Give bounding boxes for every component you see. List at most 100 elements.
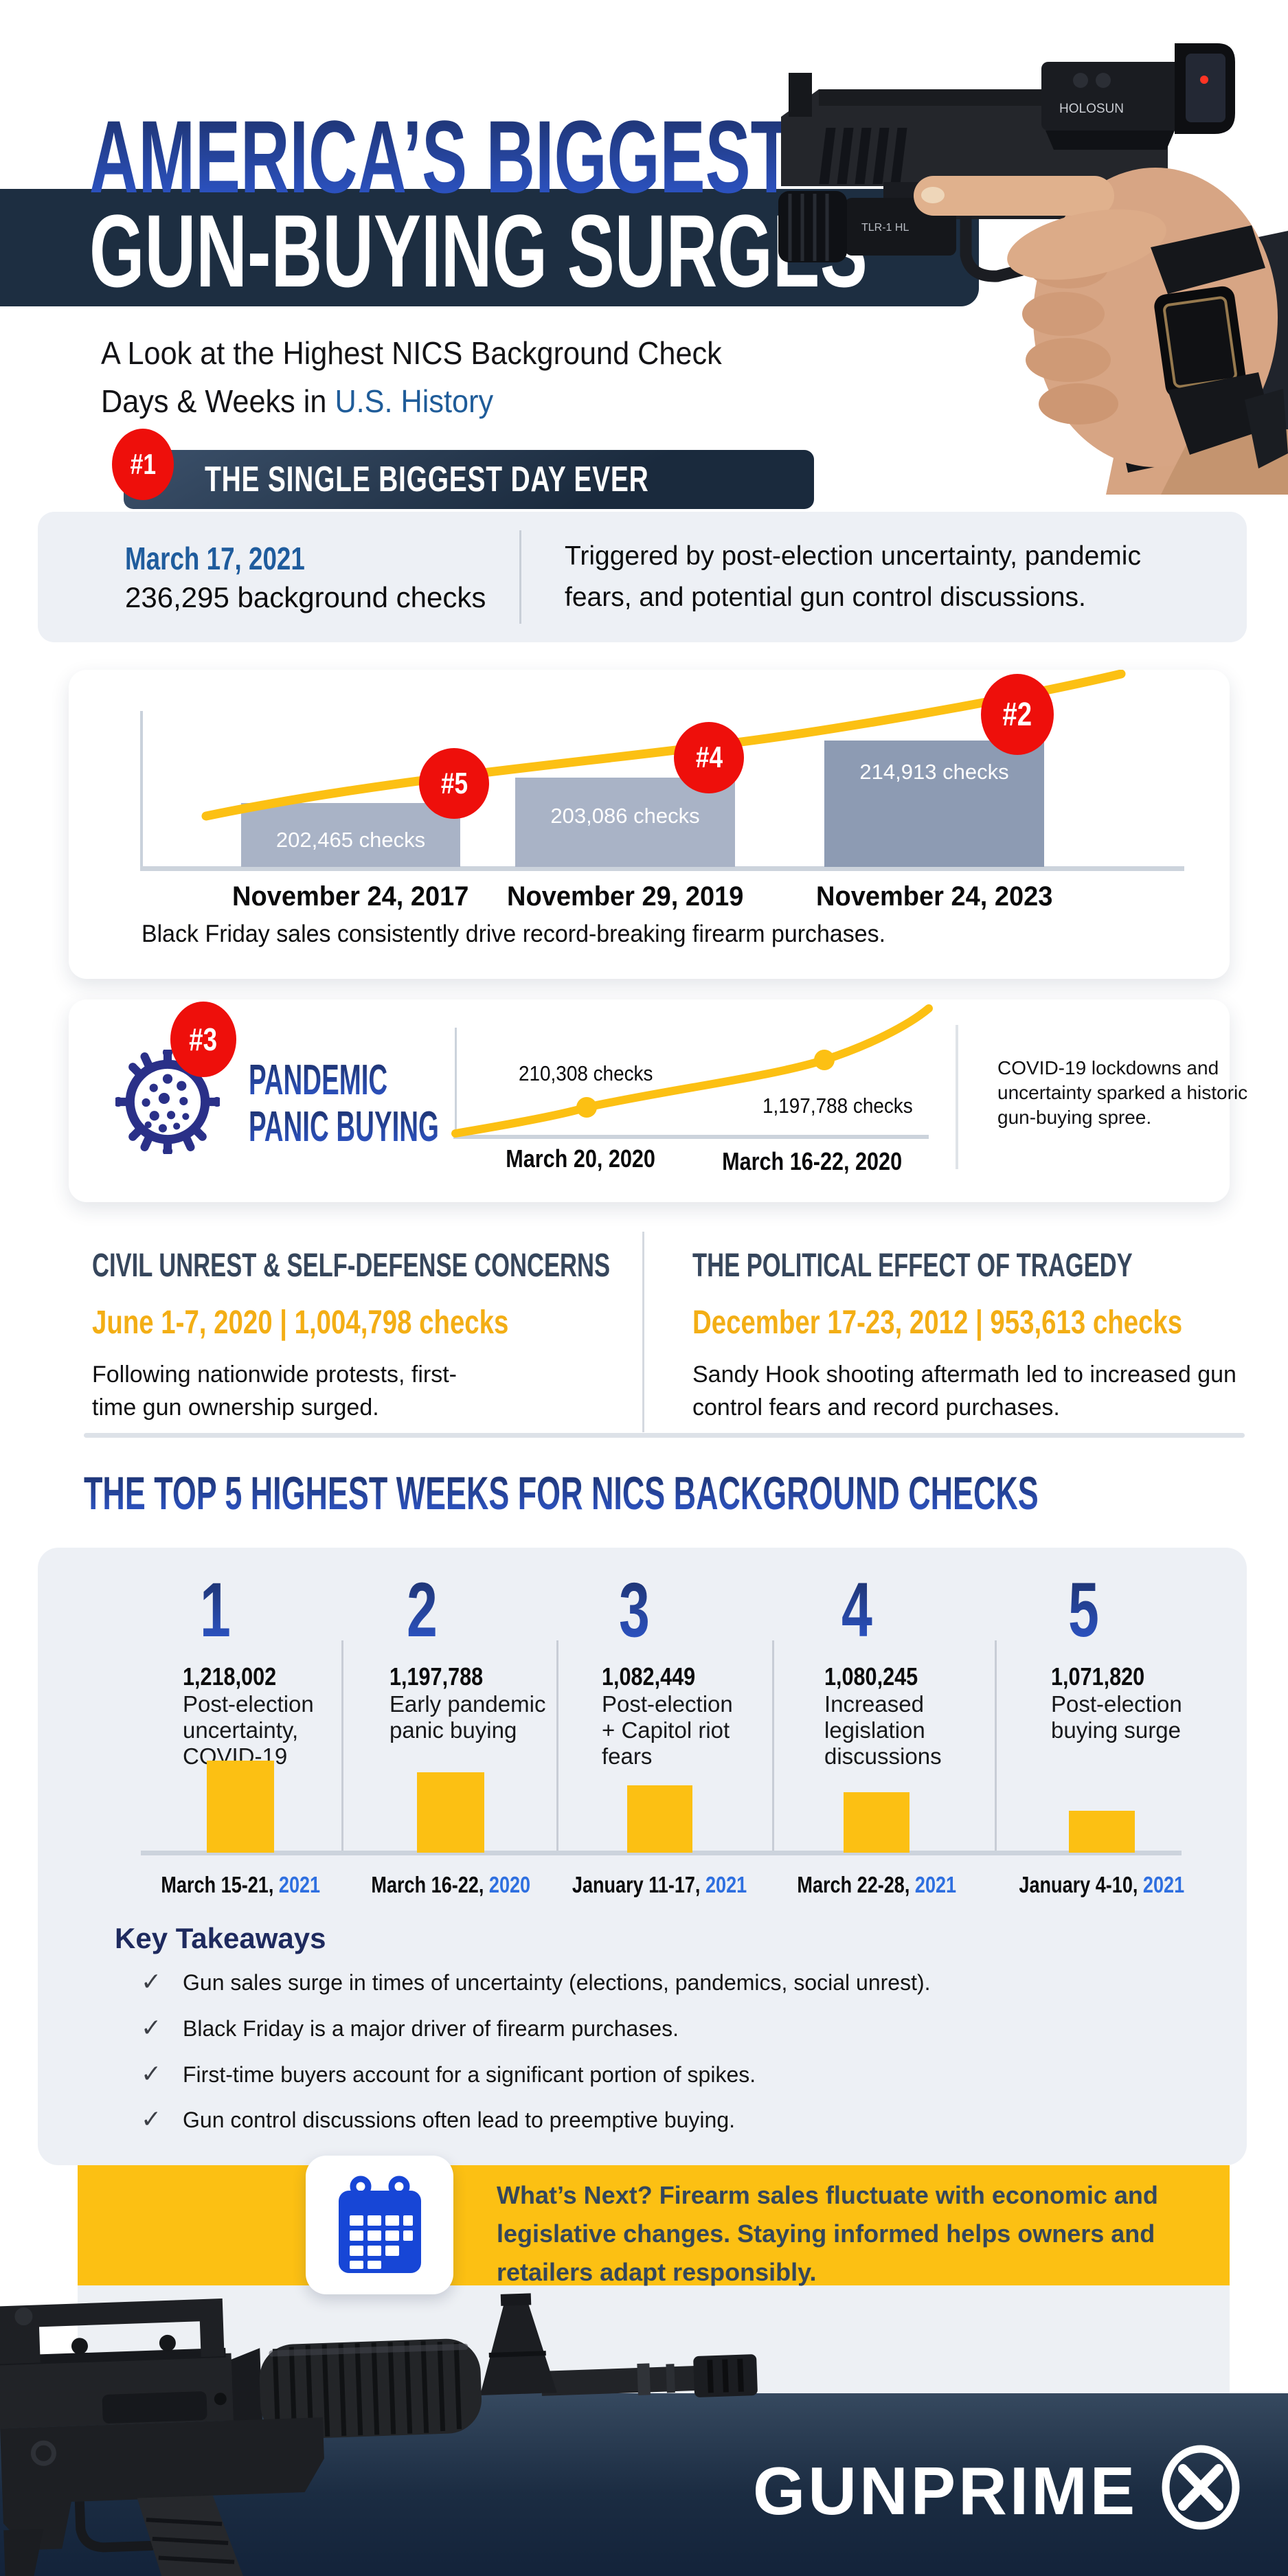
bf-date-2: November 29, 2019 (506, 881, 744, 912)
pandemic-title-line1: PANDEMIC (249, 1057, 388, 1104)
top5-bar-2 (417, 1772, 484, 1853)
data-point-2 (814, 1050, 835, 1070)
top5-bar-1 (207, 1761, 274, 1853)
bf-trend-line (201, 670, 1126, 821)
top5-rank-1: 1 (200, 1567, 231, 1653)
section1-description: Triggered by post-election uncertainty, … (565, 541, 1141, 612)
top5-col-divider-3 (772, 1640, 774, 1853)
top5-date-1: March 15-21, 2021 (161, 1872, 320, 1897)
rank3-badge: #3 (170, 1002, 236, 1077)
top5-rank-4: 4 (841, 1567, 872, 1653)
calendar-icon (338, 2176, 421, 2273)
top5-rank-2: 2 (407, 1567, 438, 1653)
pandemic-trend-line (451, 1004, 933, 1138)
rifle-photo (0, 2283, 769, 2576)
check-icon: ✓ (141, 2013, 162, 2042)
pandemic-title-line2: PANIC BUYING (249, 1103, 439, 1151)
calendar-card (306, 2156, 453, 2294)
pandemic-baseline (453, 1135, 929, 1139)
takeaway-item: Gun sales surge in times of uncertainty … (183, 1970, 931, 1995)
top5-bar-4 (844, 1792, 909, 1853)
top5-date-5: January 4-10, 2021 (1019, 1872, 1185, 1897)
pandemic-point2-label: 1,197,788 checks (762, 1094, 913, 1118)
top5-desc-2: Early pandemic panic buying (389, 1691, 546, 1743)
event-tragedy: THE POLITICAL EFFECT OF TRAGEDY December… (692, 1247, 1242, 1424)
rank4-badge: #4 (674, 722, 744, 793)
top5-rank-5: 5 (1068, 1567, 1099, 1653)
top5-bar-3 (627, 1785, 692, 1853)
pandemic-date-2: March 16-22, 2020 (722, 1147, 903, 1175)
top5-col-divider-1 (341, 1640, 343, 1853)
events-divider (642, 1232, 644, 1432)
bf-date-1: November 24, 2017 (231, 881, 469, 912)
light-brand-label: TLR-1 HL (861, 222, 909, 234)
top5-bar-5 (1069, 1811, 1135, 1853)
bf-bar-1: 202,465 checks (241, 803, 460, 867)
bf-caption: Black Friday sales consistently drive re… (142, 920, 886, 947)
event-2-stat: December 17-23, 2012 | 953,613 checks (692, 1304, 1183, 1341)
bf-bar-3: 214,913 checks (824, 741, 1044, 867)
top5-rank-3: 3 (619, 1567, 650, 1653)
top5-card (38, 1548, 1247, 2165)
subtitle-prefix: Days & Weeks in (101, 383, 335, 419)
whats-next-text: What’s Next? Firearm sales fluctuate wit… (497, 2181, 1158, 2286)
top5-title: THE TOP 5 HIGHEST WEEKS FOR NICS BACKGRO… (84, 1467, 1039, 1519)
section-divider-strip (84, 1433, 1245, 1438)
event-civil-unrest: CIVIL UNREST & SELF-DEFENSE CONCERNS Jun… (92, 1247, 628, 1424)
top5-value-5: 1,071,820 (1051, 1662, 1145, 1691)
top5-desc-5: Post-election buying surge (1051, 1691, 1182, 1743)
event-1-title: CIVIL UNREST & SELF-DEFENSE CONCERNS (92, 1247, 610, 1284)
top5-desc-4: Increased legislation discussions (824, 1691, 942, 1769)
optic-brand-label: HOLOSUN (1059, 102, 1124, 116)
top5-date-3: January 11-17, 2021 (572, 1872, 747, 1897)
event-2-title: THE POLITICAL EFFECT OF TRAGEDY (692, 1247, 1133, 1284)
rank1-badge: #1 (112, 429, 174, 500)
brand-mark-icon (1160, 2444, 1242, 2534)
bf-date-3: November 24, 2023 (815, 881, 1053, 912)
bf-bar-2-label: 203,086 checks (550, 804, 700, 828)
top5-value-1: 1,218,002 (183, 1662, 277, 1691)
check-icon: ✓ (141, 2059, 162, 2088)
pandemic-point1-label: 210,308 checks (519, 1061, 653, 1085)
top5-desc-3: Post-election + Capitol riot fears (602, 1691, 733, 1769)
top5-col-divider-4 (995, 1640, 997, 1853)
page-title-line1: AMERICA’S BIGGEST (89, 99, 793, 214)
data-point-1 (576, 1097, 597, 1118)
top5-value-3: 1,082,449 (602, 1662, 696, 1691)
bf-y-axis (140, 711, 143, 869)
pandemic-date-1: March 20, 2020 (506, 1144, 655, 1173)
pandemic-divider (956, 1025, 958, 1169)
section1-divider (519, 530, 521, 624)
event-1-stat: June 1-7, 2020 | 1,004,798 checks (92, 1304, 509, 1341)
brand-logo: GUNPRIME (753, 2453, 1138, 2529)
top5-baseline (141, 1851, 1182, 1855)
top5-value-4: 1,080,245 (824, 1662, 918, 1691)
virus-icon (113, 1047, 223, 1157)
top5-value-2: 1,197,788 (389, 1662, 484, 1691)
section1-date: March 17, 2021 (125, 541, 305, 576)
red-dot-optic: HOLOSUN (1041, 43, 1235, 150)
whats-next-band (78, 2165, 1230, 2285)
takeaway-item: Black Friday is a major driver of firear… (183, 2016, 679, 2041)
pandemic-y-axis (455, 1028, 457, 1138)
rank5-badge: #5 (419, 748, 489, 819)
takeaways-title: Key Takeaways (115, 1922, 326, 1954)
rank2-badge: #2 (981, 674, 1054, 755)
event-1-description: Following nationwide protests, first-tim… (92, 1362, 457, 1421)
page-subtitle-line1: A Look at the Highest NICS Background Ch… (101, 335, 722, 371)
front-sight (789, 73, 812, 117)
pistol-photo: HOLOSUN TLR-1 HL (721, 41, 1288, 495)
section1-card (38, 512, 1247, 642)
section1-title: THE SINGLE BIGGEST DAY EVER (205, 460, 649, 499)
bf-baseline (140, 866, 1184, 871)
top5-desc-1: Post-election uncertainty, COVID-19 (183, 1691, 314, 1769)
check-icon: ✓ (141, 1967, 162, 1996)
takeaway-item: First-time buyers account for a signific… (183, 2062, 756, 2087)
pandemic-card (69, 999, 1230, 1202)
subtitle-highlight: U.S. History (335, 383, 494, 419)
page-subtitle-line2: Days & Weeks in U.S. History (101, 383, 519, 420)
watch (1151, 225, 1288, 468)
bf-bar-2: 203,086 checks (515, 778, 735, 867)
red-dot (1200, 76, 1208, 84)
